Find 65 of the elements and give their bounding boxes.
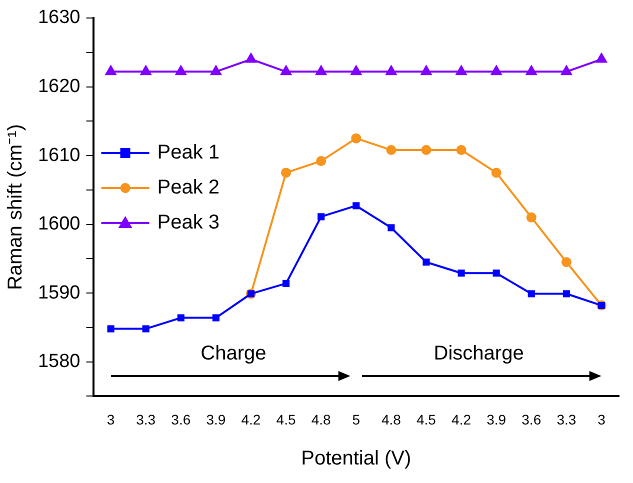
legend-label: Peak 2 xyxy=(157,176,220,199)
point xyxy=(491,168,502,178)
point xyxy=(212,314,220,322)
x-tick-label: 4.2 xyxy=(452,411,472,428)
x-tick-label: 4.2 xyxy=(241,411,261,428)
point xyxy=(386,145,396,156)
point xyxy=(388,224,395,232)
y-tick-label: 1580 xyxy=(38,351,80,372)
x-tick-label: 3.3 xyxy=(556,411,576,428)
point xyxy=(142,325,150,332)
y-tick-label: 1620 xyxy=(38,76,80,97)
point xyxy=(282,280,290,287)
x-tick-label: 3.6 xyxy=(171,411,191,428)
point xyxy=(140,64,152,76)
point xyxy=(526,212,536,222)
point xyxy=(456,145,466,156)
point xyxy=(560,64,572,76)
point xyxy=(318,213,325,220)
x-tick-label: 4.8 xyxy=(381,411,402,428)
y-tick-label: 1590 xyxy=(38,282,80,304)
point xyxy=(385,64,398,76)
point xyxy=(107,325,114,332)
point xyxy=(281,168,292,178)
point xyxy=(595,52,608,63)
point xyxy=(528,290,535,298)
x-tick-label: 3.6 xyxy=(522,411,542,428)
point xyxy=(420,64,432,76)
annotation: Charge xyxy=(200,342,266,365)
point xyxy=(525,64,538,76)
x-tick-label: 3.9 xyxy=(206,411,226,428)
x-tick-label: 4.5 xyxy=(416,411,436,428)
x-tick-label: 3 xyxy=(106,411,115,428)
point xyxy=(352,202,360,210)
point xyxy=(315,64,328,76)
x-tick-label: 3.9 xyxy=(486,411,506,428)
x-tick-label: 4.5 xyxy=(276,411,296,428)
point xyxy=(280,64,292,76)
point xyxy=(492,270,500,277)
point xyxy=(562,290,570,298)
x-axis-title: Potential (V) xyxy=(301,448,412,470)
x-tick-label: 3 xyxy=(598,411,606,428)
point xyxy=(177,314,184,322)
legend-label: Peak 3 xyxy=(157,212,220,234)
legend-label: Peak 1 xyxy=(157,142,220,164)
point xyxy=(244,52,258,63)
x-tick-label: 3.3 xyxy=(136,411,156,428)
annotation: Discharge xyxy=(434,342,524,365)
point xyxy=(350,64,362,76)
point xyxy=(351,133,362,144)
y-tick-label: 1630 xyxy=(38,7,80,28)
y-axis-title: Raman shift (cm⁻¹) xyxy=(4,124,27,290)
point xyxy=(174,64,187,76)
point xyxy=(316,156,326,166)
x-tick-label: 4.8 xyxy=(311,411,332,428)
point xyxy=(104,64,117,76)
y-tick-label: 1610 xyxy=(38,144,80,166)
point xyxy=(422,258,430,266)
point xyxy=(421,145,432,156)
y-tick-label: 1600 xyxy=(38,214,80,235)
x-tick-label: 5 xyxy=(352,411,360,428)
point xyxy=(210,64,222,76)
point xyxy=(455,64,468,76)
point xyxy=(561,257,572,268)
point xyxy=(458,270,465,277)
point xyxy=(490,64,502,76)
